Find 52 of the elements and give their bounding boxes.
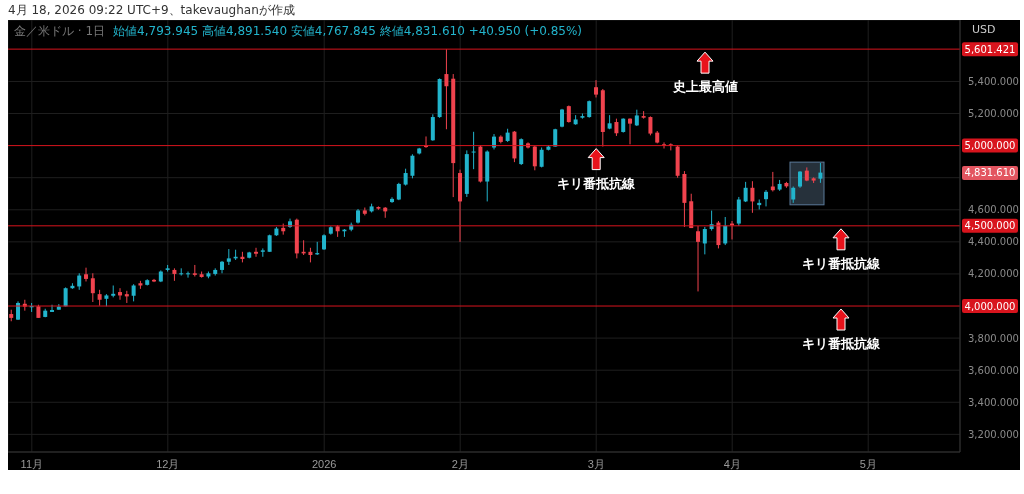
y-tick-label: 4,600.000 bbox=[968, 204, 1019, 216]
ref-line-label: 5,601.421 bbox=[964, 43, 1016, 55]
y-tick-label: 5,200.000 bbox=[968, 108, 1019, 120]
x-tick-label: 11月 bbox=[20, 457, 44, 470]
annotation: 史上最高値 bbox=[671, 79, 738, 95]
x-tick-label: 2026 bbox=[311, 457, 337, 470]
y-tick-label: 3,400.000 bbox=[968, 396, 1019, 408]
annotation: キリ番抵抗線 bbox=[802, 336, 881, 352]
candlestick bbox=[84, 267, 89, 282]
annotation: キリ番抵抗線 bbox=[802, 255, 881, 271]
ref-line-label: 4,500.000 bbox=[964, 220, 1016, 232]
y-tick-label: 3,800.000 bbox=[968, 332, 1019, 344]
candlestick bbox=[702, 226, 707, 255]
x-tick-label: 2月 bbox=[451, 457, 469, 470]
candlestick bbox=[118, 287, 123, 301]
y-tick-label: 3,600.000 bbox=[968, 364, 1019, 376]
candlestick bbox=[628, 117, 633, 145]
text: 4月 18, 2026 09:22 UTC+9、takevaughanが作成 bbox=[8, 3, 295, 17]
candlestick bbox=[532, 145, 537, 171]
candlestick bbox=[764, 189, 769, 207]
chart-subtitle: 始値4,793.945 高値4,891.540 安値4,767.845 終値4,831.610 +40.950 (+0.85%) bbox=[113, 24, 583, 38]
y-tick-label: 4,200.000 bbox=[968, 268, 1019, 280]
candlestick bbox=[390, 196, 395, 204]
annotation: キリ番抵抗線 bbox=[557, 175, 637, 191]
ref-line-label: 5,000.000 bbox=[964, 140, 1016, 152]
x-tick-label: 3月 bbox=[587, 457, 605, 470]
candlestick bbox=[90, 272, 95, 303]
candlestick bbox=[743, 181, 748, 203]
ref-line-label: 4,000.000 bbox=[964, 300, 1016, 312]
candlestick bbox=[430, 113, 435, 142]
y-tick-label: 3,200.000 bbox=[968, 428, 1019, 440]
candlestick bbox=[723, 216, 728, 246]
candlestick bbox=[716, 220, 721, 249]
text: 4,831.610 bbox=[962, 165, 1018, 180]
candlestick bbox=[186, 271, 191, 279]
chart-title: 金／米ドル · 1日 bbox=[14, 24, 106, 38]
candlestick bbox=[696, 225, 701, 292]
x-tick-label: 5月 bbox=[859, 457, 877, 470]
candlestick bbox=[750, 180, 755, 214]
y-tick-label: 4,400.000 bbox=[968, 236, 1019, 248]
y-tick-label: 5,400.000 bbox=[968, 75, 1019, 87]
candlestick bbox=[254, 247, 259, 258]
x-tick-label: 4月 bbox=[723, 457, 741, 470]
y-axis-title: USD bbox=[972, 23, 996, 36]
candlestick bbox=[179, 267, 184, 277]
x-tick-label: 12月 bbox=[156, 457, 180, 470]
candlestick bbox=[594, 79, 599, 98]
candlestick bbox=[471, 131, 476, 170]
candlestick bbox=[444, 48, 449, 130]
candlestick bbox=[818, 162, 823, 184]
candlestick bbox=[410, 153, 415, 179]
candlestick bbox=[648, 115, 653, 136]
